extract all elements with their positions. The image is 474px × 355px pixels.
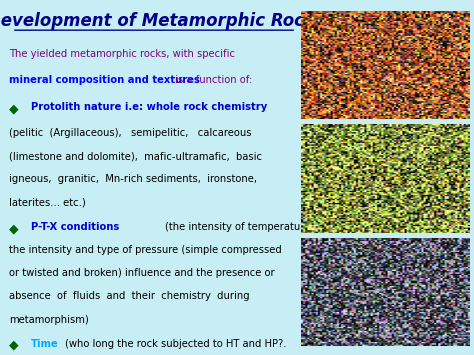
Text: (who long the rock subjected to HT and HP?.: (who long the rock subjected to HT and H… (65, 339, 287, 349)
Text: the intensity and type of pressure (simple compressed: the intensity and type of pressure (simp… (9, 245, 282, 255)
Text: ◆: ◆ (9, 102, 18, 115)
Text: metamorphism): metamorphism) (9, 315, 89, 324)
Text: (pelitic  (Argillaceous),   semipelitic,   calcareous: (pelitic (Argillaceous), semipelitic, ca… (9, 128, 252, 138)
Text: laterites... etc.): laterites... etc.) (9, 197, 86, 207)
Text: The yielded metamorphic rocks, with specific: The yielded metamorphic rocks, with spec… (9, 49, 236, 59)
Text: (the intensity of temperature and: (the intensity of temperature and (165, 222, 332, 232)
Text: ◆: ◆ (9, 339, 18, 352)
Text: igneous,  granitic,  Mn-rich sediments,  ironstone,: igneous, granitic, Mn-rich sediments, ir… (9, 174, 257, 184)
Text: (limestone and dolomite),  mafic-ultramafic,  basic: (limestone and dolomite), mafic-ultramaf… (9, 151, 263, 161)
Text: P-T-X conditions: P-T-X conditions (31, 222, 119, 232)
Text: is a function of:: is a function of: (172, 75, 252, 84)
Text: ◆: ◆ (9, 222, 18, 235)
Text: Development of Metamorphic Rocks: Development of Metamorphic Rocks (0, 12, 325, 31)
Text: mineral composition and textures: mineral composition and textures (9, 75, 201, 84)
Text: Protolith nature i.e: whole rock chemistry: Protolith nature i.e: whole rock chemist… (31, 102, 267, 112)
Text: or twisted and broken) influence and the presence or: or twisted and broken) influence and the… (9, 268, 275, 278)
Text: absence  of  fluids  and  their  chemistry  during: absence of fluids and their chemistry du… (9, 291, 250, 301)
Text: Time: Time (31, 339, 59, 349)
